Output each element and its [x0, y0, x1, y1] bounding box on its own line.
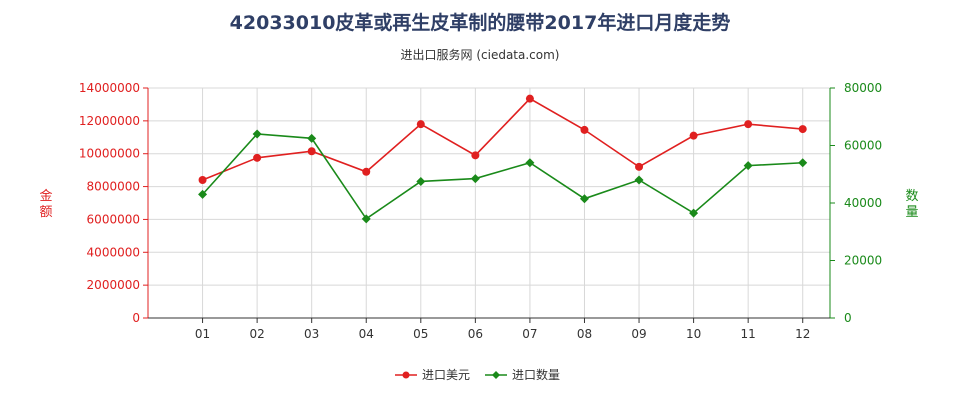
series-2-point: [798, 158, 808, 168]
series-1-point: [198, 176, 207, 184]
series-2-point: [689, 208, 699, 218]
series-1-point: [635, 162, 644, 171]
right-axis-tick-label: 80000: [844, 81, 882, 95]
series-2-point: [634, 175, 644, 185]
grid-layer: [148, 87, 831, 319]
legend-label-2: 进口数量: [512, 367, 560, 382]
legend: 进口美元 进口数量: [395, 367, 560, 382]
legend-marker-2: [492, 371, 500, 379]
left-axis-tick-label: 14000000: [79, 81, 140, 95]
left-axis-tick-label: 4000000: [87, 245, 140, 259]
series-line-1: [202, 97, 803, 181]
series-1-point: [689, 131, 698, 140]
left-axis-tick-label: 2000000: [87, 278, 140, 292]
x-axis-tick-label: 11: [741, 327, 756, 341]
x-axis-tick-label: 03: [304, 327, 319, 341]
chart-subtitle: 进出口服务网 (ciedata.com): [400, 48, 560, 62]
left-axis-title: 金: [39, 188, 52, 204]
series-1-point: [525, 94, 534, 103]
x-axis-tick-label: 09: [631, 327, 646, 341]
series-layer: [198, 94, 808, 224]
series-2-point: [307, 133, 317, 143]
series-1-point: [362, 167, 371, 176]
x-axis-tick-label: 05: [413, 327, 428, 341]
right-axis-tick-label: 60000: [844, 139, 882, 153]
right-axis-tick-label: 40000: [844, 196, 882, 210]
series-1-point: [798, 125, 807, 134]
series-line-2: [201, 133, 803, 220]
right-axis-tick-label: 0: [844, 311, 852, 325]
legend-label-1: 进口美元: [422, 368, 470, 382]
series-1-point: [253, 153, 262, 162]
x-axis-tick-label: 12: [795, 327, 810, 341]
series-1-point: [744, 120, 753, 129]
series-2-point: [361, 214, 371, 224]
series-2-point: [198, 189, 208, 199]
x-axis-tick-label: 01: [195, 327, 210, 341]
x-axis-tick-label: 07: [522, 327, 537, 341]
series-2-point: [525, 158, 535, 168]
right-axis-title: 数: [905, 189, 918, 204]
right-axis-title: 量: [905, 205, 918, 220]
series-1-point: [580, 125, 589, 134]
x-axis-tick-label: 08: [577, 327, 592, 341]
chart-title: 42033010皮革或再生皮革制的腰带2017年进口月度走势: [229, 12, 731, 34]
axes-layer: 0200000040000006000000800000010000000120…: [39, 81, 918, 341]
left-axis-title: 额: [39, 205, 52, 220]
x-axis-tick-label: 10: [686, 327, 701, 341]
series-2-point: [470, 174, 480, 184]
series-1-point: [471, 151, 480, 160]
right-axis-tick-label: 20000: [844, 254, 882, 268]
series-2-point: [743, 161, 753, 171]
x-axis-tick-label: 06: [468, 327, 483, 341]
left-axis-tick-label: 12000000: [79, 114, 140, 128]
left-axis-tick-label: 10000000: [79, 147, 140, 161]
series-2-point: [416, 176, 426, 186]
x-axis-tick-label: 02: [249, 327, 264, 341]
left-axis-tick-label: 6000000: [87, 212, 140, 226]
series-1-point: [416, 120, 425, 129]
legend-marker-1: [402, 371, 410, 379]
x-axis-tick-label: 04: [359, 327, 374, 341]
left-axis-tick-label: 8000000: [87, 180, 140, 194]
series-2-point: [579, 194, 589, 204]
left-axis-tick-label: 0: [132, 311, 140, 325]
series-1-point: [307, 147, 316, 156]
series-2-point: [252, 129, 262, 139]
